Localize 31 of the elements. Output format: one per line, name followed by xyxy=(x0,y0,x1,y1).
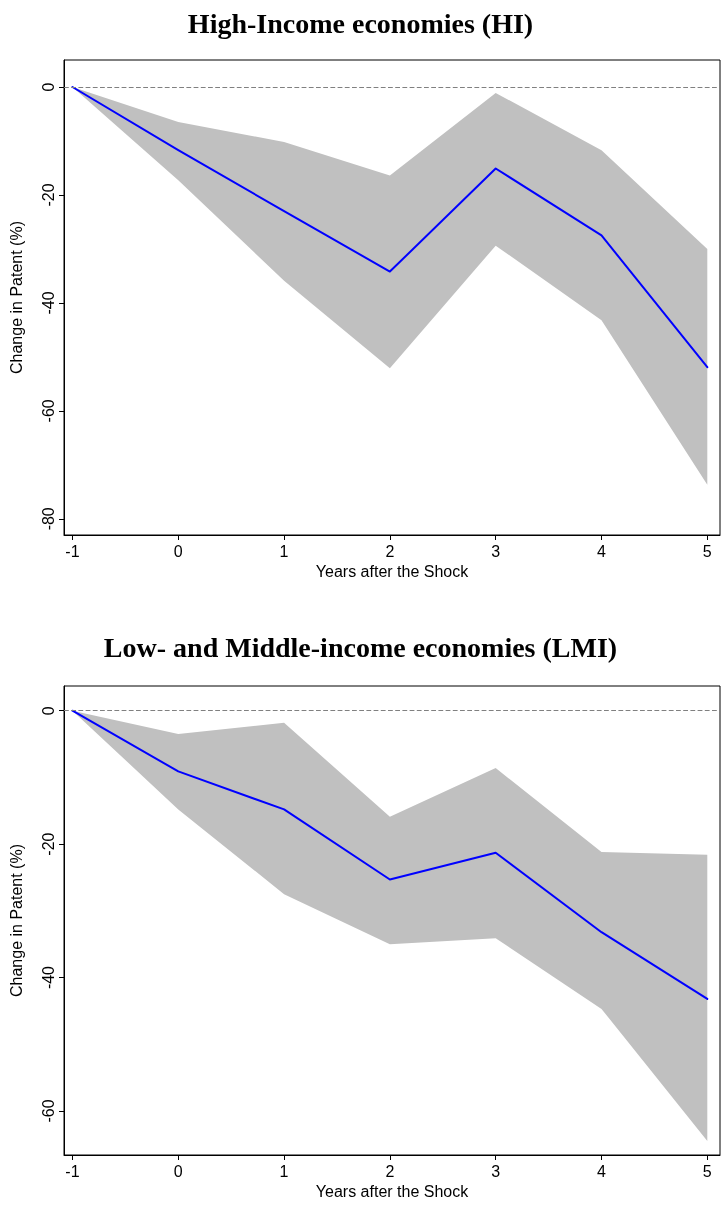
x-tick-label: 4 xyxy=(597,1162,607,1180)
y-tick-label: -20 xyxy=(39,832,57,856)
line-series xyxy=(71,709,709,1000)
line-series xyxy=(71,85,709,369)
x-tick-label: 1 xyxy=(279,542,289,560)
y-tick-label: 0 xyxy=(39,706,57,716)
y-tick-label: -40 xyxy=(39,291,57,315)
x-tick-label: 1 xyxy=(279,1162,289,1180)
x-axis-title: Years after the Shock xyxy=(315,1183,470,1201)
x-tick-label: 2 xyxy=(385,1162,395,1180)
chart-title: Low- and Middle-income economies (LMI) xyxy=(103,631,618,663)
x-tick-label: 2 xyxy=(385,542,395,560)
x-tick-label: 0 xyxy=(173,1162,183,1180)
x-tick-label: 3 xyxy=(491,542,501,560)
x-tick-label: 5 xyxy=(702,542,712,560)
x-tick-label: 5 xyxy=(702,1162,712,1180)
x-tick-label: -1 xyxy=(65,542,80,560)
x-tick-label: 0 xyxy=(173,542,183,560)
y-axis-title: Change in Patent (%) xyxy=(7,221,25,374)
y-tick-label: -80 xyxy=(39,507,57,531)
y-tick-label: -40 xyxy=(39,965,57,990)
y-tick-label: -60 xyxy=(39,1099,57,1123)
chart-title: High-Income economies (HI) xyxy=(187,7,534,39)
y-tick-label: 0 xyxy=(39,82,57,92)
y-tick-label: -60 xyxy=(39,399,57,423)
x-tick-label: -1 xyxy=(65,1162,80,1180)
y-tick-label: -20 xyxy=(39,183,57,207)
x-axis-title: Years after the Shock xyxy=(315,563,470,581)
x-tick-label: 4 xyxy=(597,542,607,560)
x-tick-label: 3 xyxy=(491,1162,501,1180)
y-axis-title: Change in Patent (%) xyxy=(7,844,25,997)
